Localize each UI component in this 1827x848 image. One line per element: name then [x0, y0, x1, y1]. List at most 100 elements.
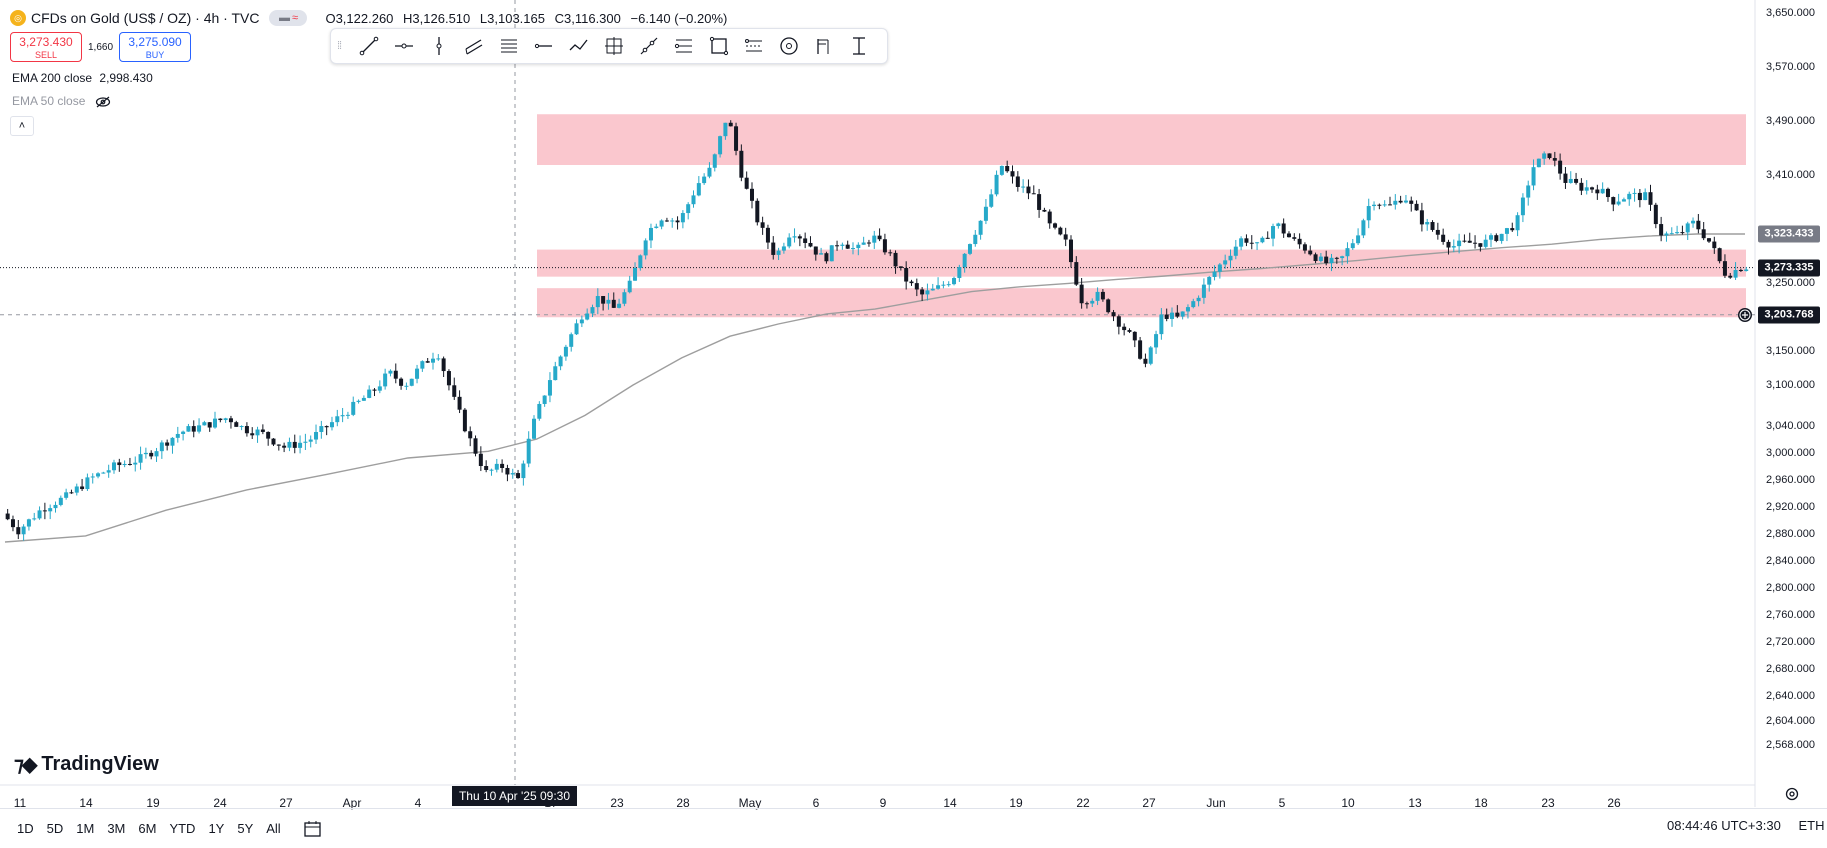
candle-body — [1042, 209, 1047, 212]
indicator-ema50[interactable]: EMA 50 close — [12, 94, 111, 108]
candle-body — [1717, 248, 1722, 262]
indicator-ema200[interactable]: EMA 200 close 2,998.430 — [12, 71, 153, 85]
candle-body — [276, 444, 281, 446]
candle-body — [824, 253, 829, 262]
fib-retracement-icon[interactable] — [491, 29, 526, 63]
candle-body — [228, 418, 233, 423]
change-value: −6.140 (−0.20%) — [630, 10, 728, 26]
time-axis-label: 6 — [812, 796, 820, 810]
candle-body — [430, 358, 435, 363]
candle-body — [1574, 178, 1579, 183]
range-5y-button[interactable]: 5Y — [237, 821, 254, 836]
candle-body — [415, 368, 420, 379]
price-axis[interactable]: 3,650.000 3,570.000 3,490.000 3,410.000 3,25… — [1754, 0, 1827, 807]
drawing-toolbar: ⁞⁞ — [330, 28, 888, 64]
candle-body — [648, 227, 653, 241]
market-status[interactable]: ▬ ≈ — [269, 10, 308, 26]
candle-body — [718, 136, 723, 155]
candle-body — [468, 431, 473, 439]
candle-body — [1473, 242, 1478, 244]
candle-body — [457, 396, 462, 410]
long-position-icon[interactable] — [666, 29, 701, 63]
ema-price-tag: 3,323.433 — [1758, 225, 1820, 243]
candle-body — [329, 422, 334, 428]
candle-body — [239, 426, 244, 428]
crosshair-price-tag: 3,203.768 — [1758, 306, 1820, 324]
range-5d-button[interactable]: 5D — [46, 821, 64, 836]
clock[interactable]: 08:44:46 UTC+3:30 ETH — [1667, 818, 1824, 833]
candle-body — [340, 415, 345, 417]
candle-body — [1228, 255, 1233, 261]
candle-body — [26, 519, 31, 527]
candle-body — [1419, 210, 1424, 225]
candle-body — [1106, 299, 1111, 313]
gear-icon[interactable] — [1784, 786, 1800, 802]
eye-hidden-icon[interactable] — [95, 96, 111, 108]
symbol-title[interactable]: CFDs on Gold (US$ / OZ) · 4h · TVC — [31, 10, 260, 26]
candle-body — [202, 422, 207, 426]
candle-body — [127, 463, 132, 465]
candle-body — [223, 418, 228, 421]
trend-line-icon[interactable] — [351, 29, 386, 63]
candle-body — [213, 418, 218, 428]
candle-body — [122, 463, 127, 466]
chart-canvas[interactable] — [0, 0, 1827, 807]
candle-body — [1372, 204, 1377, 207]
parallel-channel-icon[interactable] — [456, 29, 491, 63]
candle-body — [670, 220, 675, 222]
candle-body — [930, 288, 935, 291]
candle-body — [574, 323, 579, 335]
candle-body — [654, 226, 659, 228]
measure-icon[interactable] — [841, 29, 876, 63]
range-3m-button[interactable]: 3M — [107, 821, 126, 836]
candle-body — [1350, 243, 1355, 249]
sell-button[interactable]: 3,273.430 SELL — [10, 32, 82, 62]
range-6m-button[interactable]: 6M — [138, 821, 157, 836]
candle-body — [1627, 193, 1632, 200]
range-all-button[interactable]: All — [266, 821, 281, 836]
candle-body — [659, 220, 664, 227]
rectangle-icon[interactable] — [701, 29, 736, 63]
candle-body — [893, 252, 898, 267]
candle-body — [771, 242, 776, 255]
vertical-line-icon[interactable] — [421, 29, 456, 63]
candle-body — [48, 508, 53, 512]
price-axis-label: 3,000.000 — [1766, 446, 1815, 459]
indicator-name: EMA 50 close — [12, 94, 86, 108]
range-1m-button[interactable]: 1M — [76, 821, 95, 836]
range-1y-button[interactable]: 1Y — [208, 821, 225, 836]
collapse-legend-button[interactable]: ˄ — [10, 116, 34, 136]
time-axis-label: 23 — [610, 796, 624, 810]
path-icon[interactable] — [561, 29, 596, 63]
calendar-icon[interactable] — [303, 820, 323, 838]
price-axis-label: 3,410.000 — [1766, 169, 1815, 182]
projection-icon[interactable] — [736, 29, 771, 63]
range-1d-button[interactable]: 1D — [17, 821, 34, 836]
horizontal-ray-icon[interactable] — [386, 29, 421, 63]
pitchfork-icon[interactable] — [596, 29, 631, 63]
candle-body — [686, 204, 691, 214]
anchored-vwap-icon[interactable] — [806, 29, 841, 63]
candle-body — [989, 194, 994, 207]
time-axis-label: 9 — [879, 796, 887, 810]
time-axis-label: 13 — [1408, 796, 1422, 810]
candle-body — [760, 222, 765, 228]
candle-body — [680, 213, 685, 223]
buy-button[interactable]: 3,275.090 BUY — [119, 32, 192, 62]
price-axis-label: 2,760.000 — [1766, 609, 1815, 622]
time-axis-label: 24 — [213, 796, 227, 810]
bottom-toolbar: 1D 5D 1M 3M 6M YTD 1Y 5Y All — [0, 808, 1827, 848]
candle-body — [1563, 173, 1568, 183]
drag-handle-icon[interactable]: ⁞⁞ — [337, 40, 342, 52]
brush-icon[interactable] — [631, 29, 666, 63]
tradingview-logo[interactable]: ⁊◆ TradingView — [14, 752, 159, 777]
range-ytd-button[interactable]: YTD — [169, 821, 196, 836]
candle-body — [558, 356, 563, 367]
candle-body — [1494, 235, 1499, 241]
session-toggle[interactable]: ETH — [1798, 818, 1825, 833]
ellipse-icon[interactable] — [771, 29, 806, 63]
horizontal-line-icon[interactable] — [526, 29, 561, 63]
add-alert-icon[interactable] — [1737, 307, 1753, 323]
candle-body — [553, 366, 558, 381]
candle-body — [80, 486, 85, 490]
